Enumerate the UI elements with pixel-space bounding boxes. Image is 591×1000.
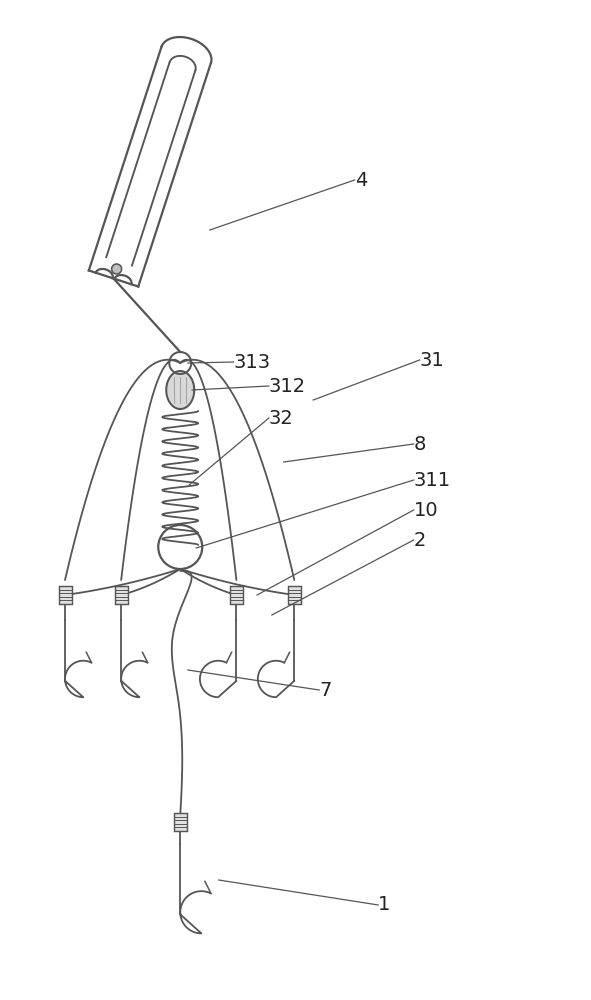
Text: 10: 10	[414, 500, 439, 520]
Text: 4: 4	[355, 170, 367, 190]
Bar	[115, 586, 128, 604]
Text: 32: 32	[269, 408, 294, 428]
Text: 313: 313	[233, 353, 271, 371]
Text: 2: 2	[414, 530, 426, 550]
Text: 1: 1	[378, 896, 391, 914]
Polygon shape	[166, 371, 194, 409]
Bar	[230, 586, 243, 604]
Text: 8: 8	[414, 434, 426, 454]
Circle shape	[112, 264, 122, 274]
Bar	[174, 813, 187, 831]
Text: 311: 311	[414, 471, 451, 489]
Bar	[59, 586, 72, 604]
Text: 31: 31	[420, 351, 444, 369]
Text: 312: 312	[269, 376, 306, 395]
Text: 7: 7	[319, 680, 332, 700]
Bar	[288, 586, 301, 604]
